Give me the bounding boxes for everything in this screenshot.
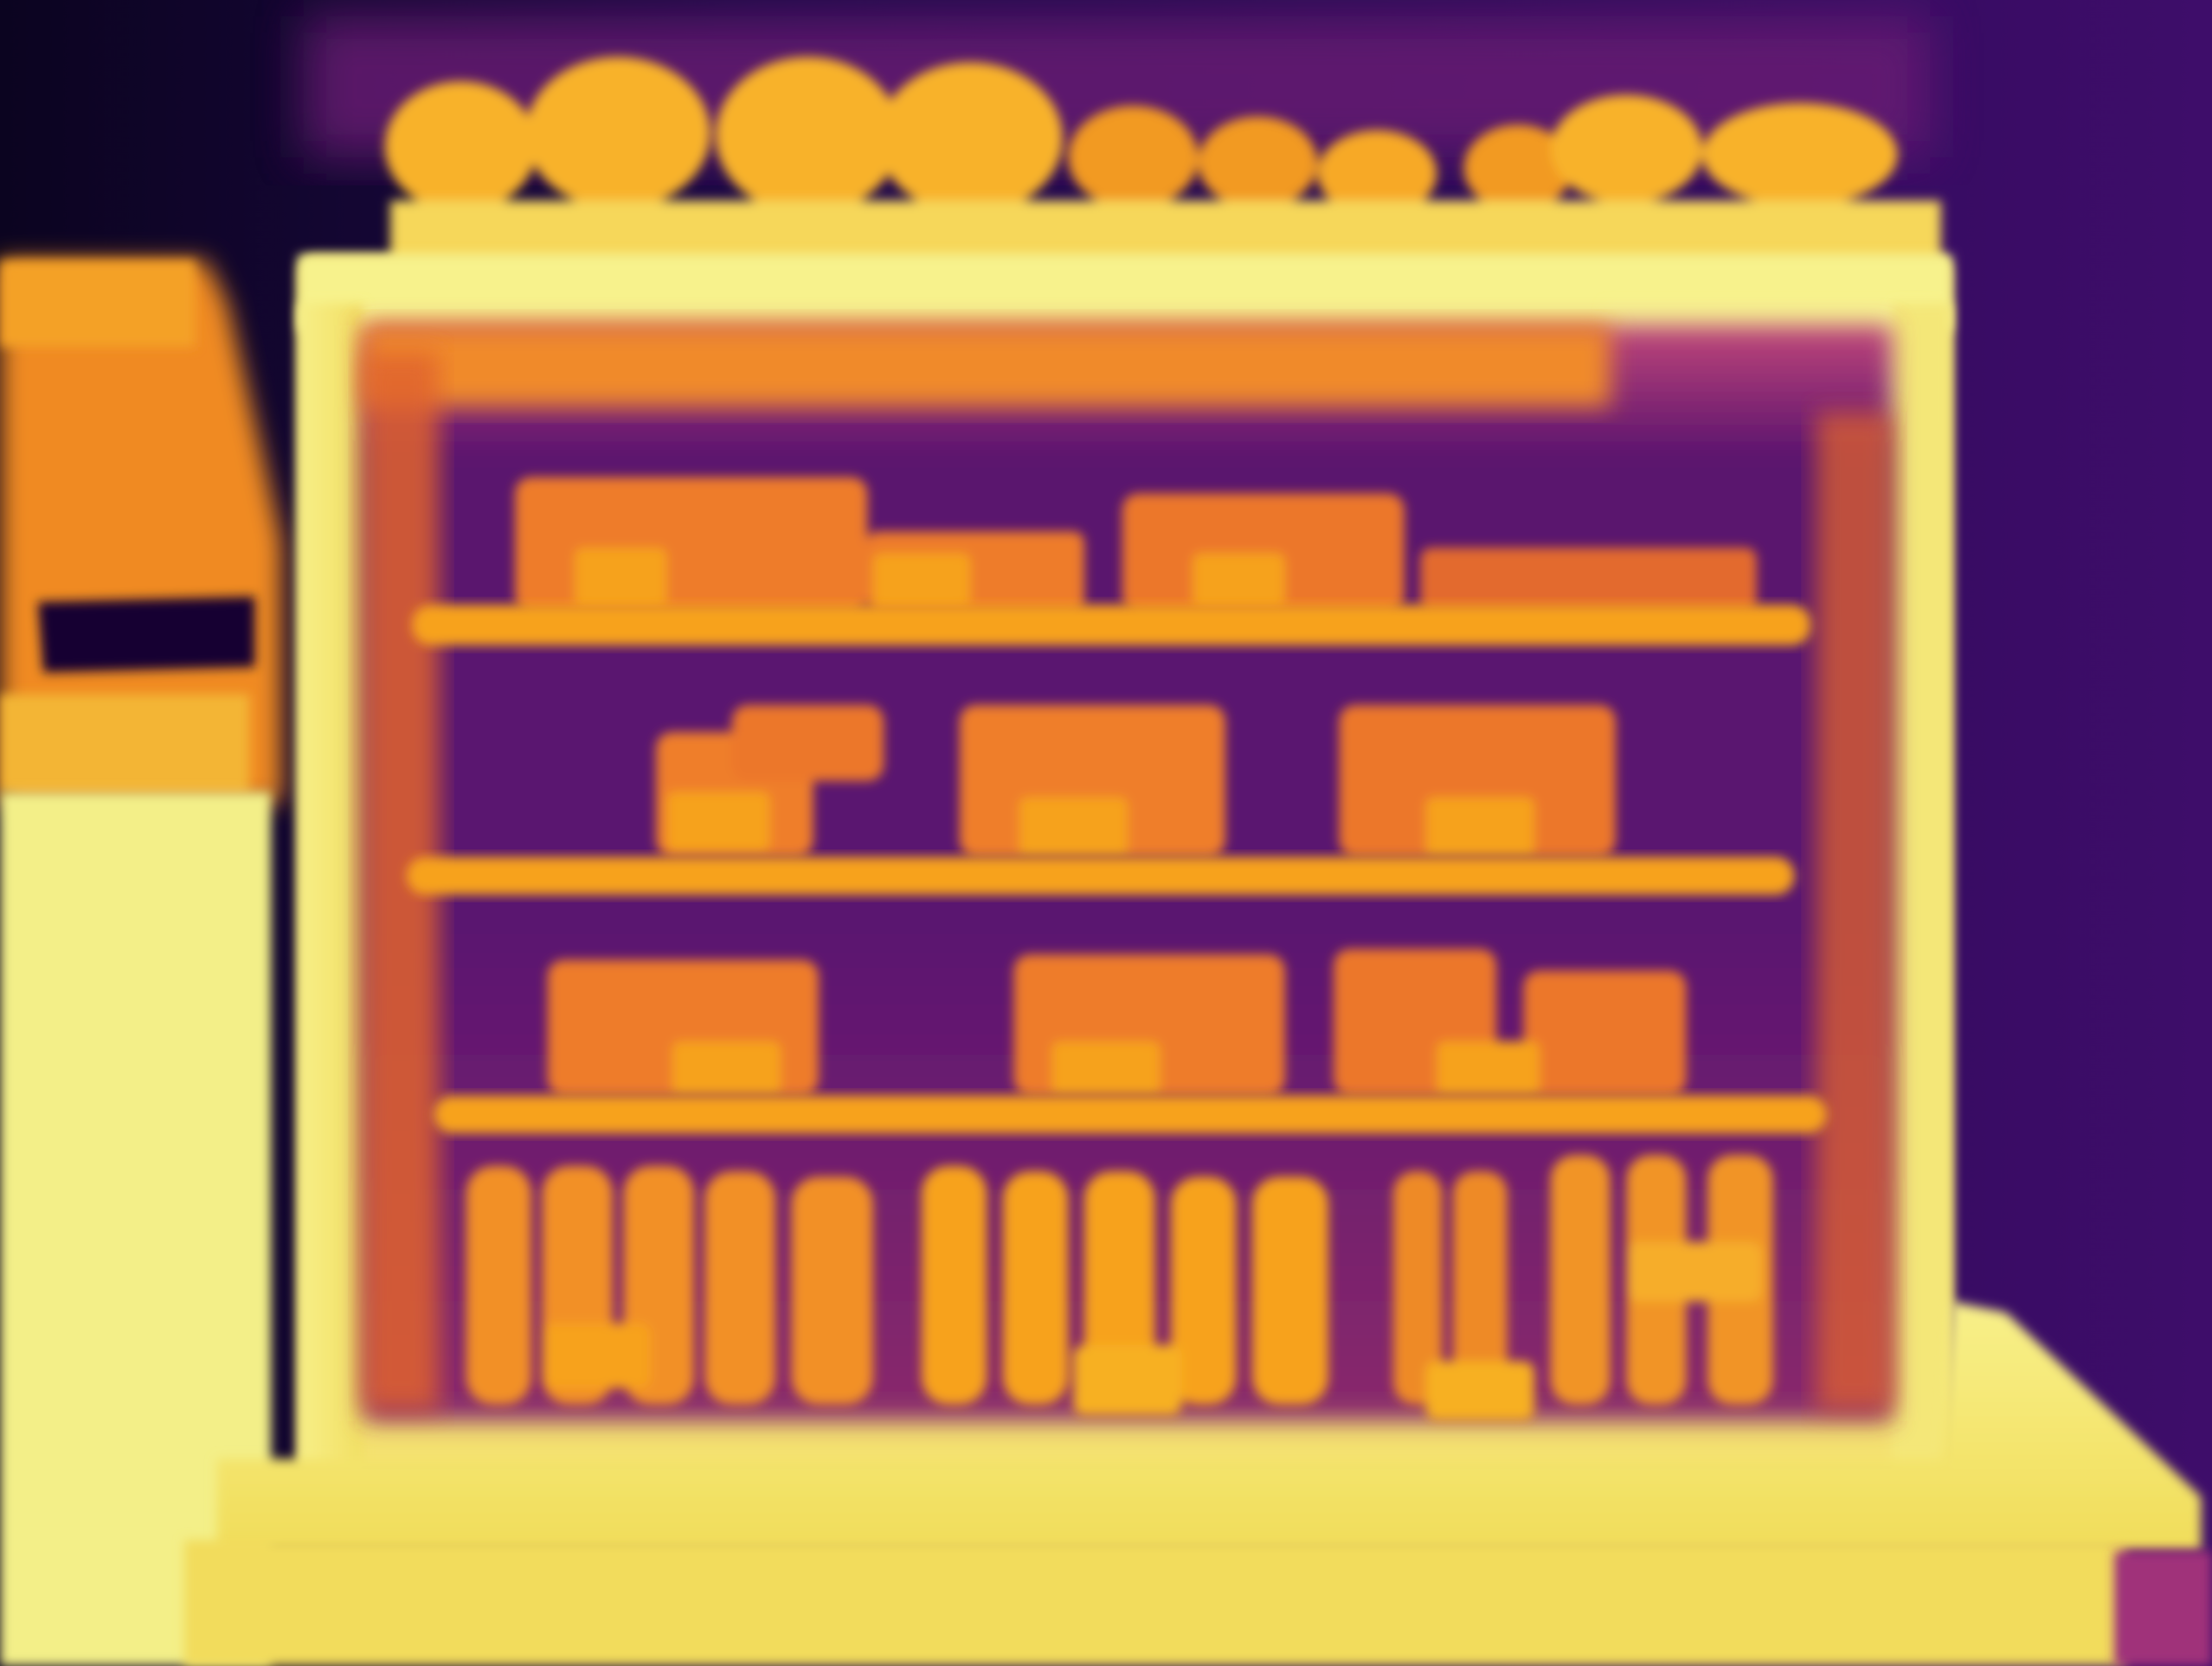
shelf-1-cakes [515,477,1757,613]
shelf-1 [412,605,1811,645]
shelf-3-cakes [548,949,1686,1095]
shelf-2 [407,857,1795,895]
shelf-2-cakes [656,705,1616,857]
bottom-bottles [466,1155,1773,1421]
counter-base [184,1302,2212,1666]
interior-top-band [363,325,1610,407]
top-loaves [385,57,1941,266]
shelf-3 [434,1095,1827,1133]
interior-right-warm [1816,412,1892,1410]
left-foreground-objects [0,260,282,1666]
